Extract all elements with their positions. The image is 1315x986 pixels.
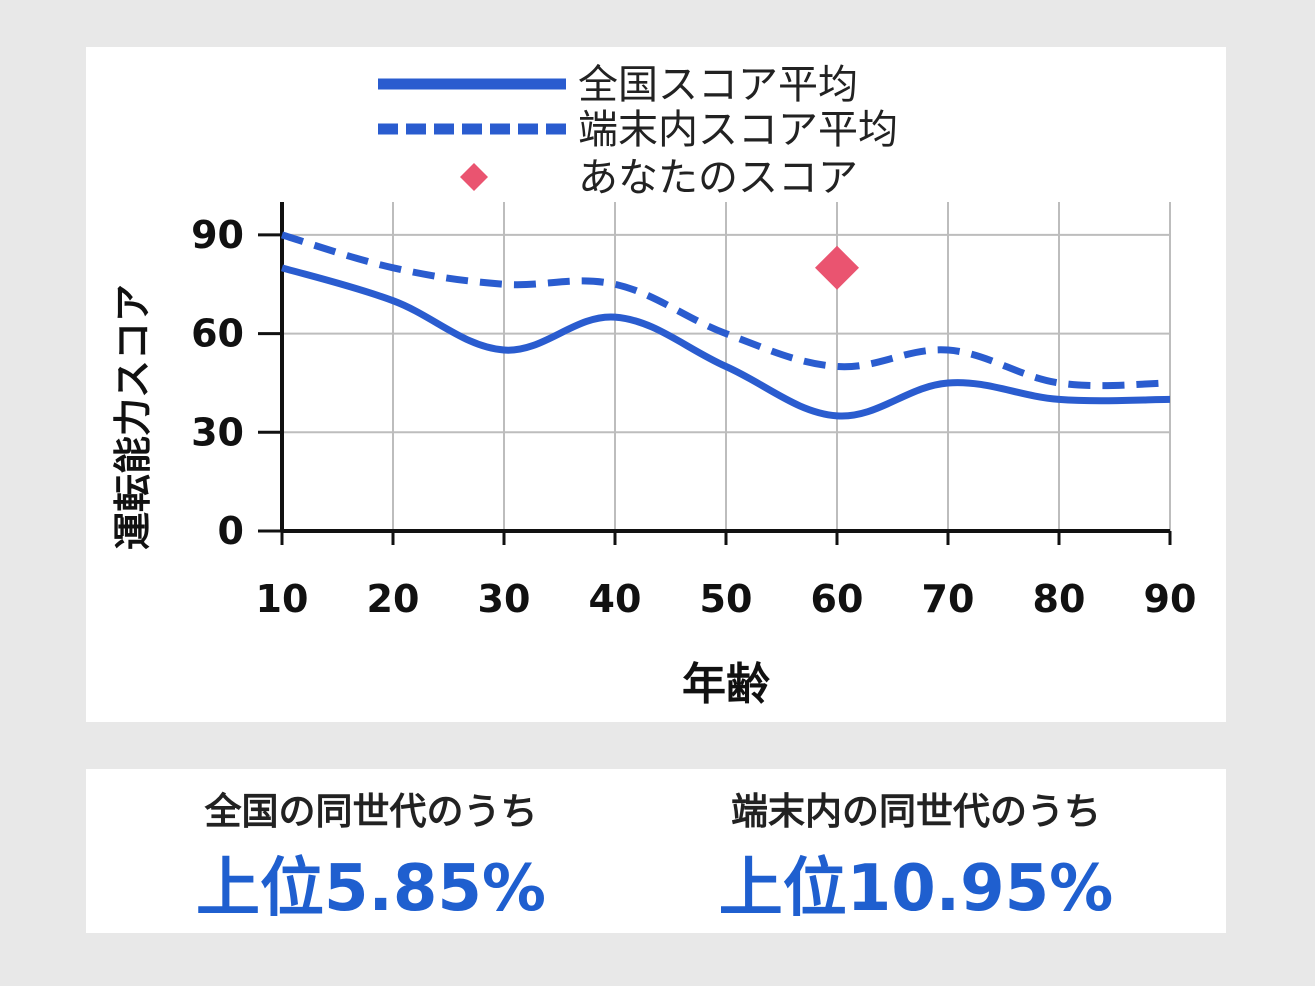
x-tick-label: 50 (700, 577, 753, 621)
x-tick-label: 10 (256, 577, 309, 621)
y-tick-label: 90 (191, 213, 244, 257)
legend-label: 全国スコア平均 (578, 62, 858, 108)
score-markers (815, 245, 859, 290)
legend-label: あなたのスコア (578, 155, 858, 201)
y-tick-label: 30 (191, 410, 244, 454)
x-tick-label: 20 (367, 577, 420, 621)
your-score-marker (815, 245, 859, 290)
y-tick-label: 0 (218, 509, 244, 553)
series-device-average-line (281, 231, 1171, 390)
device-ranking-label: 端末内の同世代のうち (731, 790, 1101, 833)
national-ranking: 全国の同世代のうち 上位5.85% (126, 769, 616, 933)
grid-lines (282, 202, 1171, 531)
y-tick-label: 60 (191, 312, 244, 356)
y-axis-title: 運転能力スコア (111, 284, 155, 550)
line-chart: 10 20 30 40 50 60 70 80 90 0 30 60 90 全国スコア平均端末内スコア平… (111, 62, 1196, 710)
axes (258, 202, 1172, 545)
series-lines (281, 231, 1171, 420)
x-tick-label: 70 (922, 577, 975, 621)
device-ranking: 端末内の同世代のうち 上位10.95% (646, 769, 1186, 933)
stats-panel: 全国の同世代のうち 上位5.85% 端末内の同世代のうち 上位10.95% (86, 769, 1226, 933)
x-tick-label: 90 (1144, 577, 1197, 621)
chart-panel: 10 20 30 40 50 60 70 80 90 0 30 60 90 全国スコア平均 端末内スコア平… (86, 47, 1226, 722)
tick-labels: 10 20 30 40 50 60 70 80 90 0 30 60 90 (191, 213, 1196, 621)
x-tick-label: 30 (478, 577, 531, 621)
x-axis-title: 年齢 (682, 659, 770, 710)
national-ranking-label: 全国の同世代のうち (204, 790, 538, 833)
series-national-average-line (281, 264, 1171, 420)
legend-label: 端末内スコア平均 (578, 107, 898, 153)
device-ranking-value: 上位10.95% (718, 852, 1114, 926)
x-tick-label: 80 (1033, 577, 1086, 621)
x-tick-label: 60 (811, 577, 864, 621)
x-tick-label: 40 (589, 577, 642, 621)
legend-swatch (460, 163, 488, 191)
national-ranking-value: 上位5.85% (195, 852, 547, 926)
